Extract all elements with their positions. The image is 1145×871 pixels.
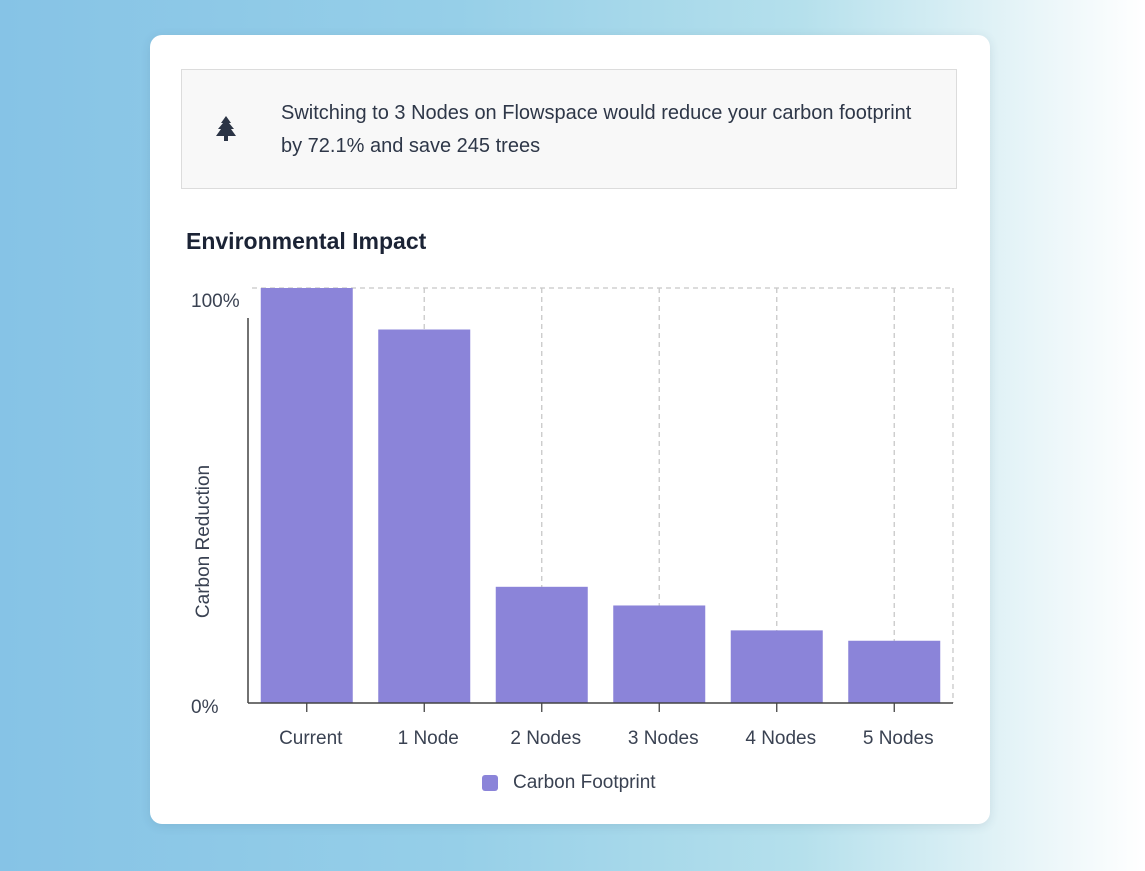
y-tick-label: 100% <box>191 291 240 312</box>
bar-1-node <box>378 329 471 703</box>
chart-grid <box>252 287 954 703</box>
savings-message: Switching to 3 Nodes on Flowspace would … <box>281 102 912 157</box>
chart-bars <box>260 288 941 703</box>
bar-2-nodes <box>495 586 588 703</box>
x-tick-label: 1 Node <box>398 728 459 749</box>
y-tick-label: 0% <box>191 697 219 718</box>
bar-5-nodes <box>848 640 941 703</box>
impact-card: Switching to 3 Nodes on Flowspace would … <box>150 35 990 824</box>
bar-chart: Current 1 Node 2 Nodes 3 Nodes 4 Nodes 5 Node… <box>191 287 954 749</box>
x-tick-label: 5 Nodes <box>863 728 934 749</box>
x-tick-label: 3 Nodes <box>628 728 699 749</box>
savings-banner: Switching to 3 Nodes on Flowspace would … <box>181 69 957 189</box>
chart-labels: Current 1 Node 2 Nodes 3 Nodes 4 Nodes 5 Node… <box>191 291 934 749</box>
x-tick-label: Current <box>279 728 343 749</box>
bar-4-nodes <box>730 630 823 703</box>
chart-title: Environmental Impact <box>186 228 427 254</box>
x-tick-label: 2 Nodes <box>510 728 581 749</box>
bar-3-nodes <box>613 605 706 703</box>
legend-swatch <box>482 775 498 791</box>
chart-axes <box>247 318 953 712</box>
x-tick-label: 4 Nodes <box>745 728 816 749</box>
bar-current <box>260 288 353 703</box>
legend-label: Carbon Footprint <box>513 772 656 793</box>
tree-icon <box>216 116 236 141</box>
y-axis-title: Carbon Reduction <box>193 465 214 618</box>
chart-legend: Carbon Footprint <box>482 772 656 794</box>
